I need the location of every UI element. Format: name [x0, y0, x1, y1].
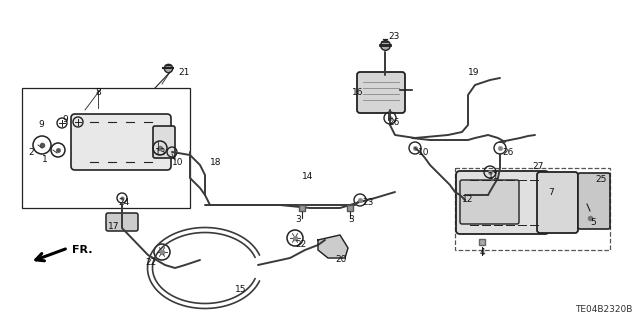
Text: 15: 15 — [235, 285, 246, 294]
Text: 8: 8 — [95, 88, 100, 97]
FancyBboxPatch shape — [460, 180, 519, 224]
FancyBboxPatch shape — [456, 171, 549, 234]
FancyBboxPatch shape — [578, 173, 610, 229]
Text: 22: 22 — [145, 258, 156, 267]
Text: 13: 13 — [155, 148, 166, 157]
Text: 18: 18 — [210, 158, 221, 167]
Text: 14: 14 — [302, 172, 314, 181]
Text: 26: 26 — [502, 148, 513, 157]
Text: 4: 4 — [480, 248, 486, 257]
Text: 17: 17 — [108, 222, 120, 231]
Text: 3: 3 — [348, 215, 354, 224]
Text: 2: 2 — [28, 148, 34, 157]
Text: 23: 23 — [362, 198, 373, 207]
Text: 16: 16 — [352, 88, 364, 97]
Text: 3: 3 — [295, 215, 301, 224]
Text: 12: 12 — [462, 195, 474, 204]
Text: 10: 10 — [418, 148, 429, 157]
FancyBboxPatch shape — [357, 72, 405, 113]
Text: 26: 26 — [388, 118, 399, 127]
Text: 24: 24 — [118, 198, 129, 207]
Text: FR.: FR. — [72, 245, 93, 255]
Text: 9: 9 — [62, 115, 68, 124]
FancyBboxPatch shape — [71, 114, 171, 170]
Polygon shape — [318, 235, 348, 258]
Text: 9: 9 — [38, 120, 44, 129]
Text: 19: 19 — [468, 68, 479, 77]
Text: 5: 5 — [590, 218, 596, 227]
Text: 11: 11 — [488, 172, 499, 181]
Text: 27: 27 — [532, 162, 543, 171]
FancyBboxPatch shape — [106, 213, 138, 231]
Bar — [455, 168, 610, 250]
Text: 23: 23 — [388, 32, 399, 41]
Text: 21: 21 — [178, 68, 189, 77]
Text: 25: 25 — [595, 175, 606, 184]
Bar — [22, 88, 190, 208]
Text: 20: 20 — [335, 255, 346, 264]
Text: TE04B2320B: TE04B2320B — [575, 305, 632, 314]
FancyBboxPatch shape — [153, 126, 175, 158]
Text: 10: 10 — [172, 158, 184, 167]
Text: 1: 1 — [42, 155, 48, 164]
Text: 7: 7 — [548, 188, 554, 197]
FancyBboxPatch shape — [537, 172, 578, 233]
Text: 22: 22 — [295, 240, 307, 249]
